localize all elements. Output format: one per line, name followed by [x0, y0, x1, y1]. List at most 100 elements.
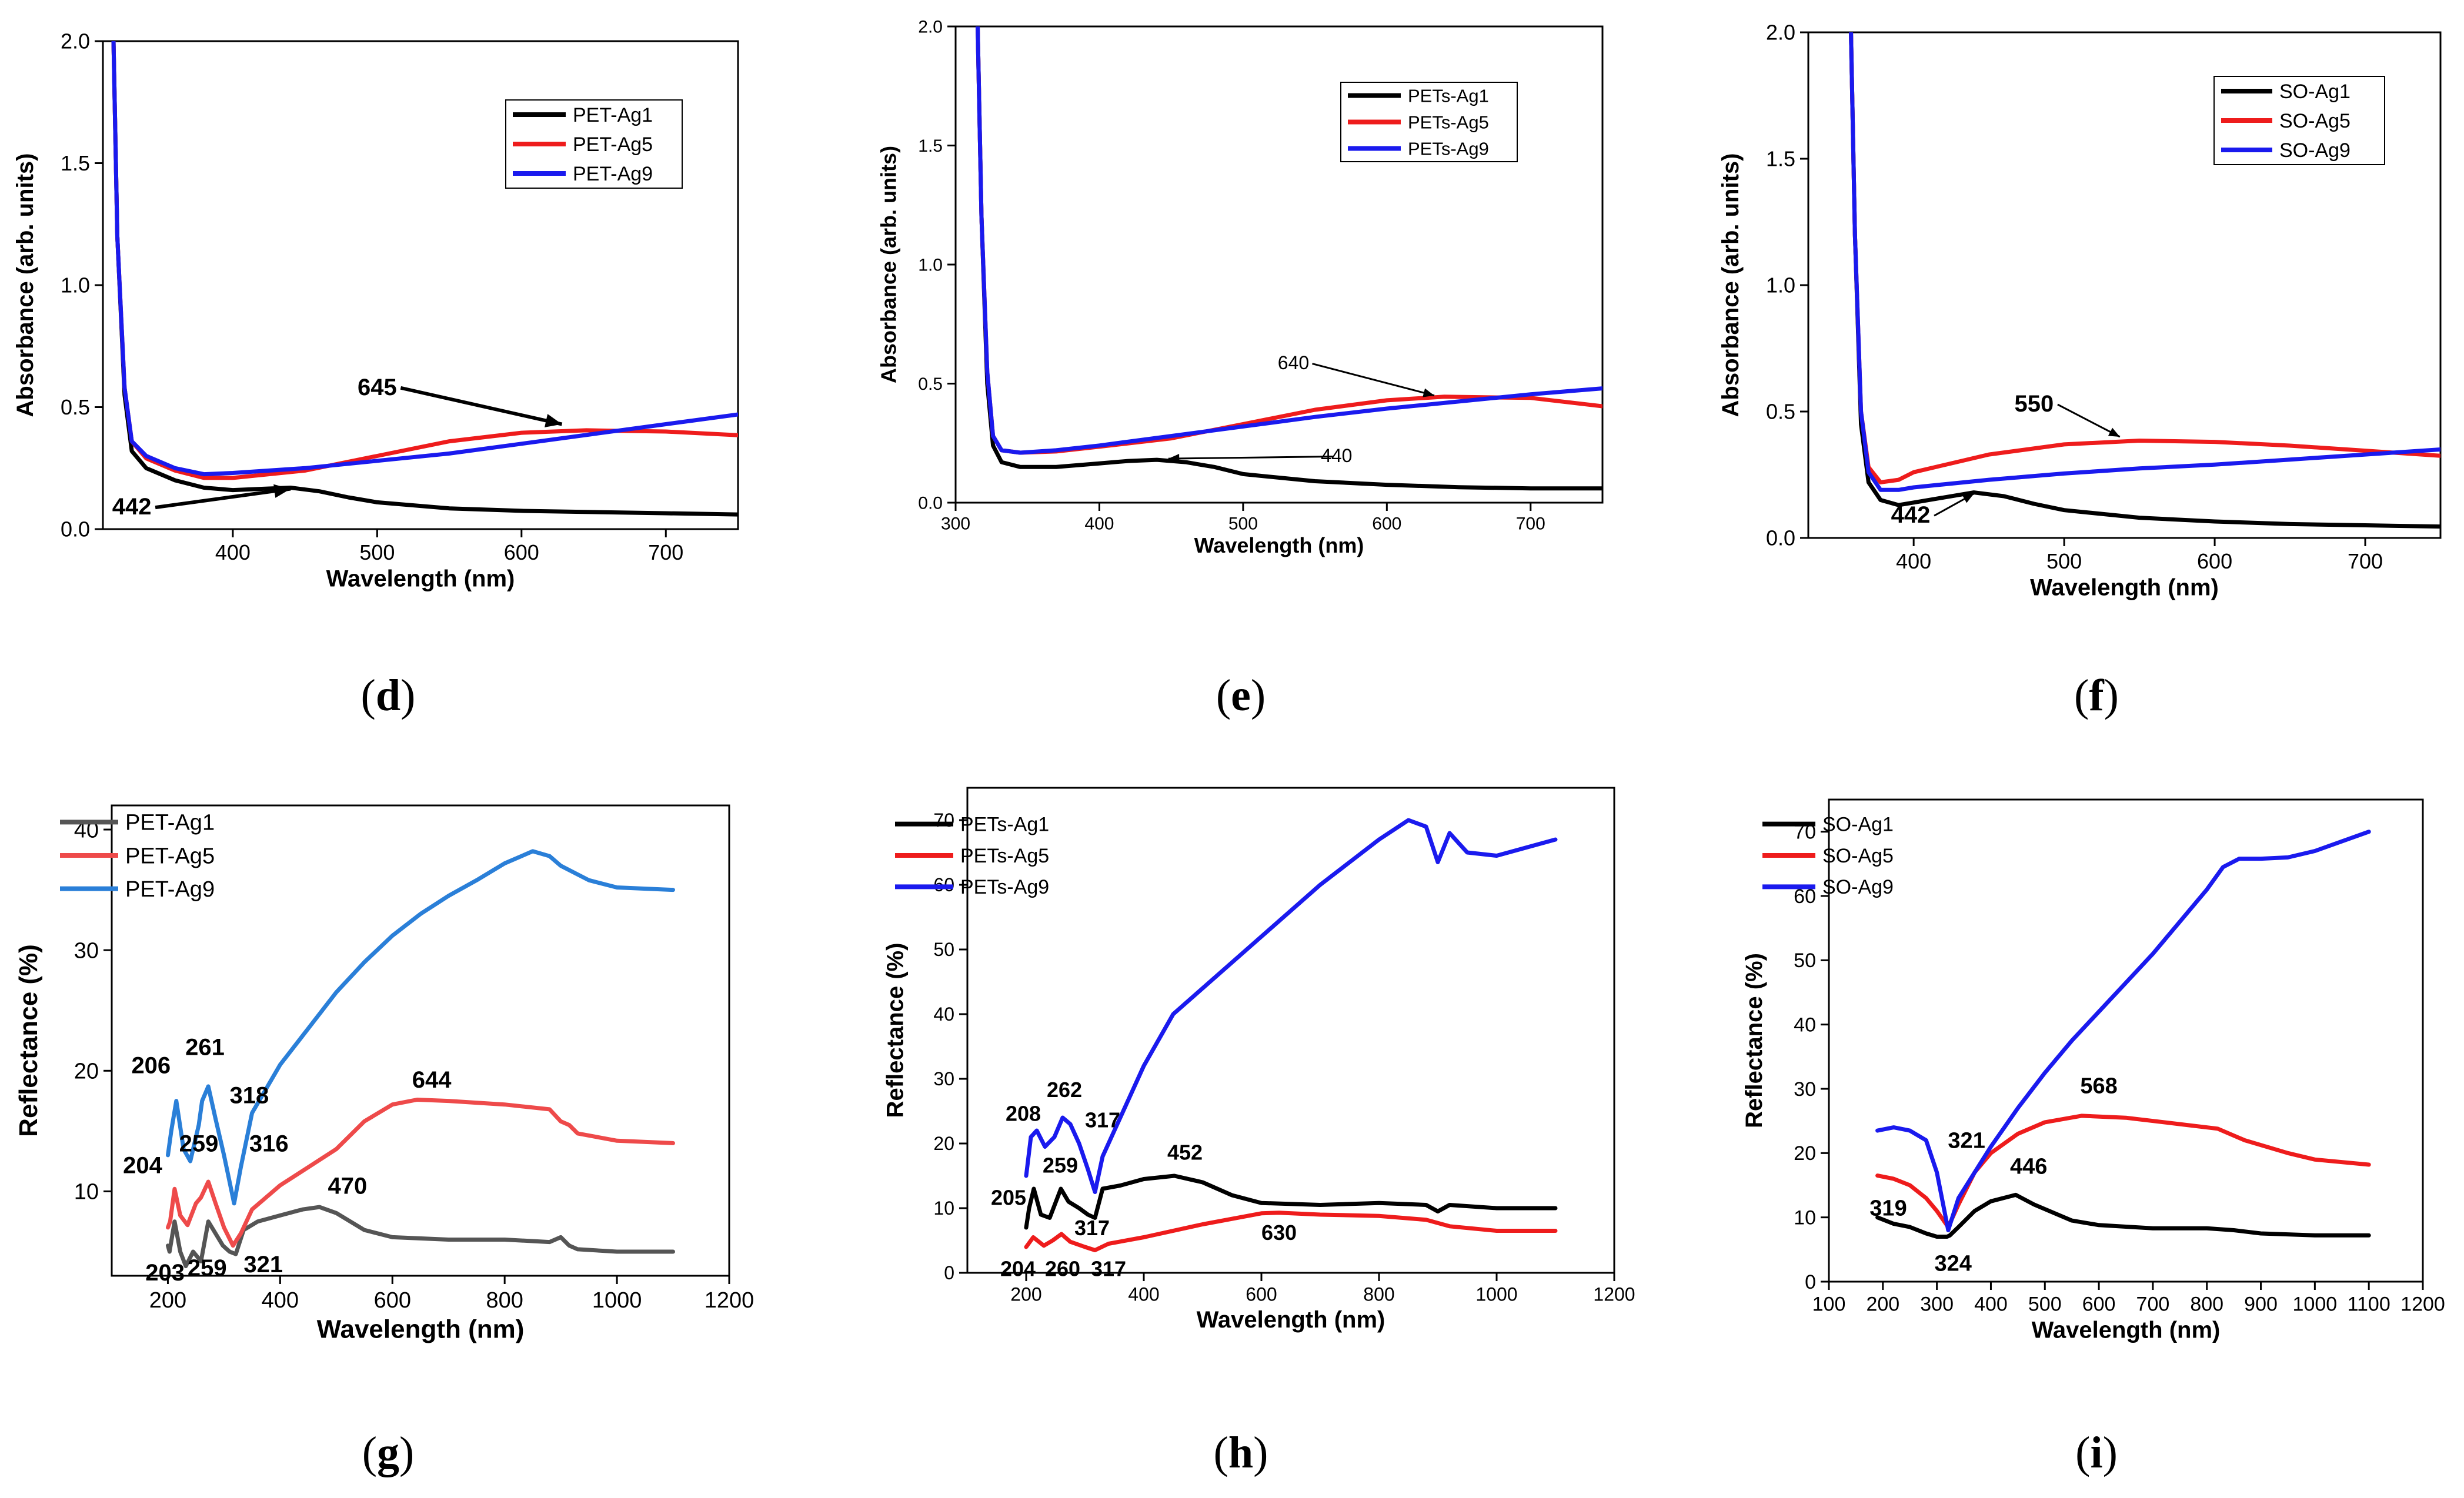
y-tick-label: 1.5: [1766, 147, 1795, 171]
y-tick-label: 1.0: [61, 273, 90, 297]
legend-label: PETs-Ag9: [1408, 138, 1489, 159]
annotation-arrowhead: [1168, 454, 1180, 463]
caption-e: (e): [1153, 670, 1329, 721]
annotation-label: 262: [1047, 1078, 1082, 1102]
x-tick-label: 500: [2028, 1293, 2062, 1316]
caption-d-open: (: [360, 671, 376, 720]
series-line-SO-Ag9: [1849, 32, 2440, 492]
annotation-arrow: [155, 487, 291, 510]
x-tick-label: 700: [1516, 514, 1545, 534]
x-axis-label: Wavelength (nm): [326, 566, 515, 592]
annotation-arrowhead: [1423, 388, 1434, 397]
caption-d: (d): [300, 670, 476, 721]
x-tick-label: 200: [1866, 1293, 1899, 1316]
x-tick-label: 600: [2197, 549, 2232, 573]
caption-f-letter: f: [2089, 671, 2104, 720]
y-tick-label: 0.0: [61, 517, 90, 541]
annotation-label: 261: [185, 1035, 225, 1061]
x-tick-label: 1200: [1593, 1284, 1635, 1305]
series-line-SO-Ag9: [1875, 830, 2371, 1232]
y-axis-label: Reflectance (%): [1741, 953, 1767, 1128]
series-line-SO-Ag1: [1875, 1192, 2371, 1239]
y-tick-label: 0.5: [1766, 400, 1795, 424]
annotation-label: 205: [991, 1186, 1026, 1210]
annotation-label: 316: [249, 1131, 289, 1157]
y-tick-label: 20: [933, 1133, 954, 1154]
legend-label: PETs-Ag1: [1408, 85, 1489, 106]
y-tick-label: 1.5: [61, 151, 90, 175]
x-tick-label: 700: [648, 540, 683, 564]
y-tick-label: 2.0: [1766, 21, 1795, 45]
x-tick-label: 900: [2244, 1293, 2278, 1316]
series-group: [1849, 32, 2440, 529]
annotation-label: 317: [1085, 1108, 1120, 1132]
legend-label: PET-Ag9: [125, 877, 215, 902]
annotation-label: 317: [1074, 1216, 1110, 1240]
x-tick-label: 800: [1363, 1284, 1394, 1305]
annotation-arrowhead: [545, 414, 562, 427]
chart-h-svg: 20040060080010001200010203040506070Wavel…: [882, 787, 1635, 1333]
x-tick-label: 1000: [1475, 1284, 1517, 1305]
caption-f-open: (: [2074, 671, 2089, 720]
chart-d-svg: 400 500 600 700 0.0 0.5 1.0 1.5 2.0 Wavelength (n…: [12, 29, 739, 592]
y-tick-label: 40: [933, 1004, 954, 1025]
caption-d-letter: d: [375, 671, 401, 720]
legend-label: SO-Ag1: [2279, 81, 2351, 103]
annotation-label: 440: [1321, 445, 1352, 466]
caption-h-open: (: [1213, 1428, 1228, 1477]
annotation-label: 317: [1091, 1257, 1126, 1281]
x-tick-label: 500: [1228, 514, 1258, 534]
x-tick-label: 400: [215, 540, 251, 564]
y-tick-label: 50: [1794, 949, 1816, 972]
annotation-label: 645: [358, 374, 397, 400]
y-axis-label: Absorbance (arb. units): [12, 153, 38, 417]
x-tick-label: 800: [2190, 1293, 2223, 1316]
x-tick-label: 800: [486, 1288, 523, 1313]
legend-label: PET-Ag1: [573, 104, 653, 126]
caption-i: (i): [2008, 1427, 2185, 1479]
y-tick-label: 70: [933, 810, 954, 831]
annotation-label: 470: [328, 1173, 368, 1199]
series-line-PET-Ag5: [111, 41, 738, 480]
x-axis-label: Wavelength (nm): [1197, 1307, 1385, 1333]
y-axis-label: Absorbance (arb. units): [1718, 153, 1744, 417]
annotation-label: 324: [1934, 1251, 1971, 1276]
x-tick-label: 500: [359, 540, 395, 564]
caption-e-close: ): [1250, 671, 1266, 720]
y-tick-label: 30: [1794, 1078, 1816, 1101]
y-tick-label: 30: [933, 1068, 954, 1089]
y-axis-label: Reflectance (%): [882, 943, 908, 1118]
annotation-label: 640: [1278, 352, 1309, 373]
plot-frame: [111, 804, 730, 1277]
annotation-arrow: [2057, 403, 2121, 438]
y-tick-label: 0.0: [918, 494, 943, 513]
series-line-PETs-Ag9: [1024, 818, 1558, 1194]
caption-i-letter: i: [2090, 1428, 2103, 1477]
y-tick-label: 1.0: [918, 256, 943, 275]
x-tick-label: 400: [1084, 514, 1114, 534]
annotation-arrow: [400, 386, 563, 426]
y-tick-label: 0: [1805, 1271, 1816, 1293]
series-group: [111, 41, 738, 517]
legend-label: PETs-Ag5: [960, 845, 1049, 867]
panel-g: 200 400 600 800 1000 1200 10 20 30 40 Wavelength (…: [0, 758, 782, 1376]
chart-i-svg: 100 200 300 400 500 600 700 800 900 1000 1100 1200 0…: [1741, 798, 2445, 1343]
caption-d-close: ): [400, 671, 416, 720]
series-line-PET-Ag1: [166, 1205, 675, 1269]
legend-label: PET-Ag5: [573, 133, 653, 156]
x-tick-label: 300: [1920, 1293, 1954, 1316]
series-line-PET-Ag9: [166, 849, 675, 1206]
y-tick-label: 0: [944, 1262, 954, 1283]
x-tick-label: 700: [2136, 1293, 2170, 1316]
x-tick-label: 1200: [705, 1288, 754, 1313]
series-group: [166, 849, 675, 1269]
annotation-label: 442: [1891, 502, 1931, 528]
legend-label: SO-Ag1: [1822, 814, 1894, 836]
series-line-PETs-Ag9: [976, 26, 1602, 455]
x-tick-label: 600: [1246, 1284, 1277, 1305]
series-line-SO-Ag5: [1875, 1114, 2371, 1229]
y-tick-label: 10: [1794, 1207, 1816, 1229]
annotation-label: 321: [1948, 1129, 1985, 1153]
annotation-arrowhead: [1962, 493, 1974, 503]
